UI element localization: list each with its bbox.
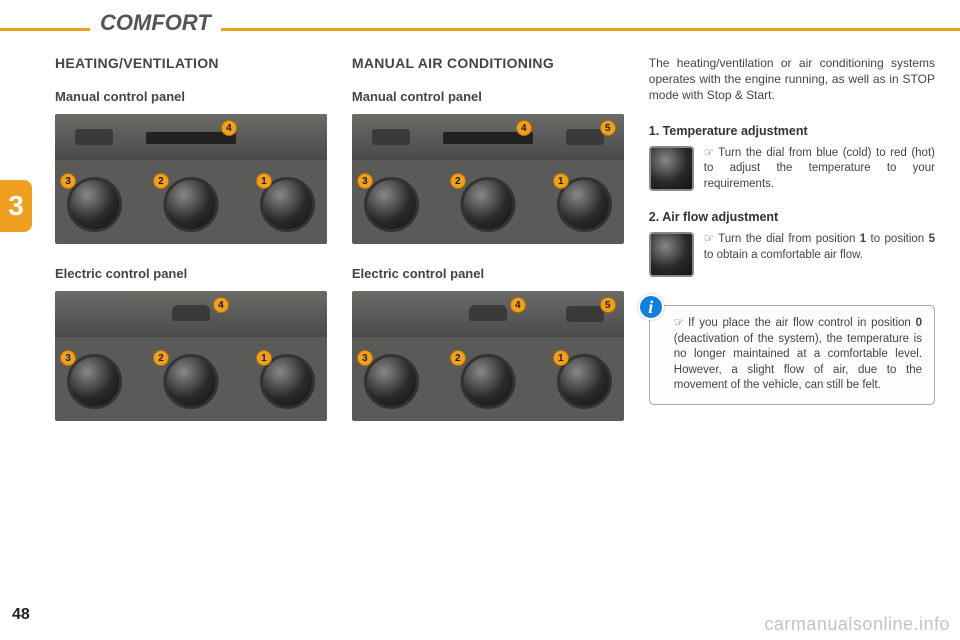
adjustment-block-1: 1. Temperature adjustment ☞Turn the dial… xyxy=(649,124,935,193)
info-text: ☞ If you place the air flow control in po… xyxy=(660,316,922,394)
callout-1: 1 xyxy=(553,350,569,366)
header-title: COMFORT xyxy=(90,10,221,36)
info-box: i ☞If you place the air flow control in … xyxy=(649,305,935,405)
callout-5: 5 xyxy=(600,120,616,136)
heading-heating: HEATING/VENTILATION xyxy=(55,55,327,71)
adj2-text: ☞Turn the dial from position 1 to positi… xyxy=(704,232,935,263)
info-post: (deactivation of the system), the temper… xyxy=(674,333,922,392)
callout-2: 2 xyxy=(450,350,466,366)
adj2-bold2: 5 xyxy=(929,233,935,245)
callout-1: 1 xyxy=(256,350,272,366)
button-icon xyxy=(566,306,604,322)
dial-icon xyxy=(460,354,515,409)
chapter-tab: 3 xyxy=(0,180,32,232)
callout-3: 3 xyxy=(357,173,373,189)
subheading-electric-1: Electric control panel xyxy=(55,266,327,281)
dial-icon xyxy=(460,177,515,232)
callout-2: 2 xyxy=(450,173,466,189)
column-aircon: MANUAL AIR CONDITIONING Manual control p… xyxy=(352,55,624,600)
adj2-post: to obtain a comfortable air flow. xyxy=(704,249,863,261)
adj2-mid: to position xyxy=(866,233,928,245)
callout-4: 4 xyxy=(516,120,532,136)
panel-image-heating-manual: 4 3 2 1 xyxy=(55,114,327,244)
mini-dial-icon xyxy=(649,232,694,277)
callout-4: 4 xyxy=(510,297,526,313)
info-pre: If you place the air flow control in pos… xyxy=(688,317,915,329)
pointer-icon: ☞ xyxy=(704,233,714,245)
dial-icon xyxy=(67,354,122,409)
page-header: COMFORT xyxy=(0,10,960,40)
button-icon xyxy=(172,305,210,321)
button-icon xyxy=(75,129,113,145)
adj2-title: 2. Air flow adjustment xyxy=(649,210,935,224)
button-icon xyxy=(566,129,604,145)
adj1-title: 1. Temperature adjustment xyxy=(649,124,935,138)
adj2-row: ☞Turn the dial from position 1 to positi… xyxy=(649,232,935,277)
intro-paragraph: The heating/ventilation or air condition… xyxy=(649,55,935,104)
panel-image-aircon-manual: 4 5 3 2 1 xyxy=(352,114,624,244)
page-number: 48 xyxy=(12,606,30,624)
content-area: HEATING/VENTILATION Manual control panel… xyxy=(55,55,935,600)
callout-4: 4 xyxy=(213,297,229,313)
info-icon: i xyxy=(638,294,664,320)
callout-3: 3 xyxy=(60,350,76,366)
adj1-row: ☞Turn the dial from blue (cold) to red (… xyxy=(649,146,935,193)
adj2-pre: Turn the dial from position xyxy=(718,233,860,245)
button-icon xyxy=(469,305,507,321)
watermark: carmanualsonline.info xyxy=(764,614,950,635)
callout-3: 3 xyxy=(357,350,373,366)
adj1-text: ☞Turn the dial from blue (cold) to red (… xyxy=(704,146,935,193)
panel-image-aircon-electric: 4 5 3 2 1 xyxy=(352,291,624,421)
slider-icon xyxy=(146,132,236,144)
adjustment-block-2: 2. Air flow adjustment ☞ Turn the dial fr… xyxy=(649,210,935,277)
adj1-body: Turn the dial from blue (cold) to red (h… xyxy=(704,147,935,190)
dial-icon xyxy=(163,354,218,409)
heading-aircon: MANUAL AIR CONDITIONING xyxy=(352,55,624,71)
info-bold: 0 xyxy=(916,317,922,329)
callout-1: 1 xyxy=(256,173,272,189)
subheading-electric-2: Electric control panel xyxy=(352,266,624,281)
subheading-manual-1: Manual control panel xyxy=(55,89,327,104)
dial-icon xyxy=(163,177,218,232)
dial-icon xyxy=(67,177,122,232)
mini-dial-icon xyxy=(649,146,694,191)
subheading-manual-2: Manual control panel xyxy=(352,89,624,104)
button-icon xyxy=(372,129,410,145)
callout-4: 4 xyxy=(221,120,237,136)
column-heating: HEATING/VENTILATION Manual control panel… xyxy=(55,55,327,600)
callout-2: 2 xyxy=(153,350,169,366)
callout-5: 5 xyxy=(600,297,616,313)
pointer-icon: ☞ xyxy=(704,147,714,159)
panel-image-heating-electric: 4 3 2 1 xyxy=(55,291,327,421)
pointer-icon: ☞ xyxy=(674,317,684,329)
callout-2: 2 xyxy=(153,173,169,189)
column-instructions: The heating/ventilation or air condition… xyxy=(649,55,935,600)
callout-3: 3 xyxy=(60,173,76,189)
dial-icon xyxy=(364,354,419,409)
dial-icon xyxy=(364,177,419,232)
callout-1: 1 xyxy=(553,173,569,189)
